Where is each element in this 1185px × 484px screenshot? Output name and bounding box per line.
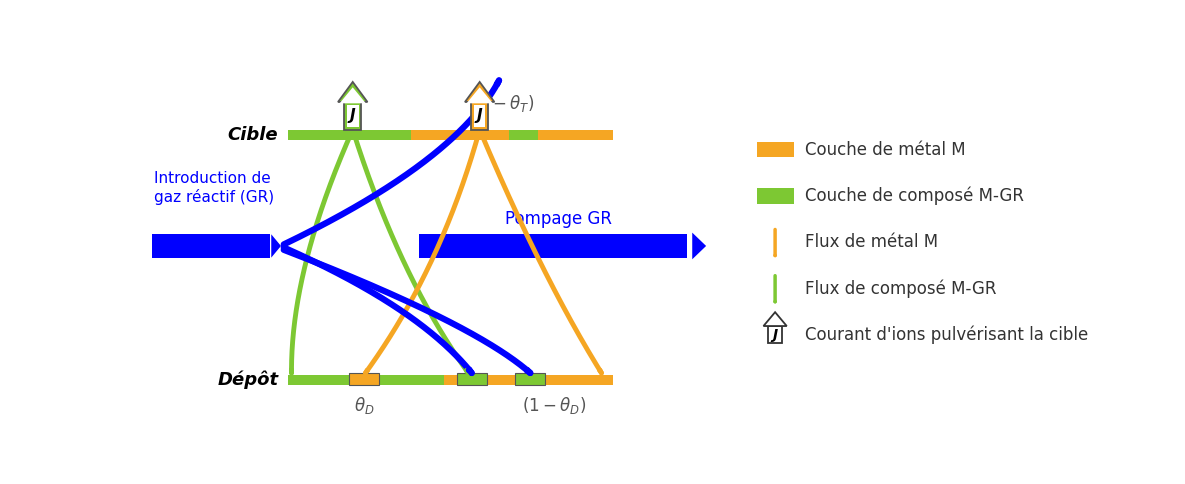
- Bar: [756, 142, 794, 157]
- Text: Couche de composé M-GR: Couche de composé M-GR: [806, 187, 1024, 205]
- Bar: [768, 326, 782, 343]
- Text: J: J: [476, 108, 482, 123]
- Text: $(1-\theta_T)$: $(1-\theta_T)$: [472, 93, 534, 114]
- Bar: [152, 234, 270, 258]
- Text: Cible: Cible: [228, 126, 278, 144]
- Text: Courant d'ions pulvérisant la cible: Courant d'ions pulvérisant la cible: [806, 325, 1089, 344]
- Bar: [510, 130, 538, 140]
- Bar: [419, 234, 687, 257]
- Text: Pompage GR: Pompage GR: [505, 210, 613, 228]
- Bar: [347, 105, 359, 127]
- Text: $\theta_T$: $\theta_T$: [342, 93, 363, 114]
- Bar: [350, 373, 379, 385]
- Polygon shape: [465, 82, 494, 102]
- Polygon shape: [340, 87, 366, 103]
- Bar: [474, 105, 486, 127]
- Text: $(1-\theta_D)$: $(1-\theta_D)$: [523, 395, 587, 416]
- Text: J: J: [350, 108, 356, 123]
- Text: J: J: [773, 328, 777, 342]
- Bar: [288, 130, 613, 140]
- Bar: [515, 373, 545, 385]
- Bar: [288, 130, 411, 140]
- Polygon shape: [763, 312, 787, 326]
- Bar: [344, 102, 361, 130]
- Text: Introduction de
gaz réactif (GR): Introduction de gaz réactif (GR): [154, 171, 275, 205]
- Text: $\theta_D$: $\theta_D$: [354, 395, 374, 416]
- Text: Flux de métal M: Flux de métal M: [806, 233, 939, 251]
- Bar: [288, 375, 444, 385]
- Text: Couche de métal M: Couche de métal M: [806, 141, 966, 159]
- Polygon shape: [467, 87, 493, 103]
- Text: Flux de composé M-GR: Flux de composé M-GR: [806, 279, 997, 298]
- Polygon shape: [338, 82, 367, 102]
- Bar: [756, 188, 794, 204]
- Text: Dépôt: Dépôt: [217, 370, 278, 389]
- Bar: [472, 102, 488, 130]
- Bar: [288, 375, 613, 385]
- Bar: [457, 373, 487, 385]
